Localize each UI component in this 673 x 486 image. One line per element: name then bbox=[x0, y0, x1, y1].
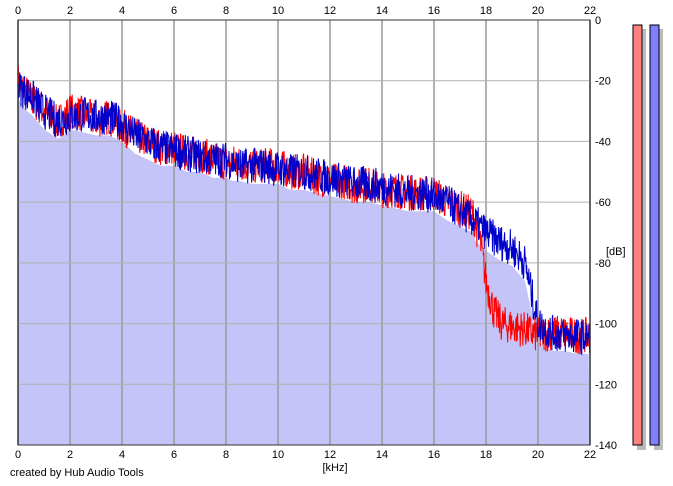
level-meters bbox=[632, 24, 663, 450]
x-ticks-top: 0 2 4 6 8 10 12 14 16 18 20 22 bbox=[15, 5, 596, 17]
y-ticks-right: 0 -20 -40 -60 -80 -100 -120 -140 bbox=[595, 15, 617, 452]
y-tick-label: -20 bbox=[595, 76, 611, 88]
y-tick-label: -60 bbox=[595, 197, 611, 209]
y-tick-label: -140 bbox=[595, 440, 617, 452]
x-tick-label-bottom: 12 bbox=[324, 449, 336, 461]
x-axis-label: [kHz] bbox=[322, 462, 347, 474]
plot-border bbox=[17, 19, 591, 446]
level-meter-left bbox=[632, 24, 643, 446]
series-line-2 bbox=[17, 72, 591, 356]
x-tick-label-top: 2 bbox=[67, 5, 73, 17]
spectrum-series bbox=[17, 65, 591, 356]
x-tick-label-bottom: 2 bbox=[67, 449, 73, 461]
x-tick-label-bottom: 20 bbox=[532, 449, 544, 461]
x-tick-label-top: 22 bbox=[584, 5, 596, 17]
y-tick-label: 0 bbox=[595, 15, 601, 27]
y-tick-label: -120 bbox=[595, 379, 617, 391]
x-tick-label-bottom: 14 bbox=[376, 449, 388, 461]
x-tick-label-top: 18 bbox=[480, 5, 492, 17]
x-tick-label-top: 16 bbox=[428, 5, 440, 17]
x-tick-label-top: 14 bbox=[376, 5, 388, 17]
y-tick-label: -80 bbox=[595, 258, 611, 270]
spectrum-fill bbox=[18, 98, 590, 464]
x-tick-label-top: 10 bbox=[272, 5, 284, 17]
x-tick-label-bottom: 10 bbox=[272, 449, 284, 461]
x-tick-label-bottom: 6 bbox=[171, 449, 177, 461]
x-tick-label-top: 12 bbox=[324, 5, 336, 17]
x-tick-label-bottom: 4 bbox=[119, 449, 125, 461]
x-tick-label-top: 0 bbox=[15, 5, 21, 17]
x-tick-label-bottom: 22 bbox=[584, 449, 596, 461]
y-tick-label: -100 bbox=[595, 319, 617, 331]
x-tick-label-top: 4 bbox=[119, 5, 125, 17]
y-tick-label: -40 bbox=[595, 136, 611, 148]
x-tick-label-bottom: 18 bbox=[480, 449, 492, 461]
x-tick-label-top: 20 bbox=[532, 5, 544, 17]
x-tick-label-top: 6 bbox=[171, 5, 177, 17]
x-tick-label-top: 8 bbox=[223, 5, 229, 17]
footer-credit: created by Hub Audio Tools bbox=[10, 467, 144, 479]
y-axis-label: [dB] bbox=[606, 246, 626, 258]
level-meter-right bbox=[649, 24, 660, 446]
spectrum-area bbox=[18, 98, 590, 464]
x-tick-label-bottom: 8 bbox=[223, 449, 229, 461]
x-tick-label-bottom: 0 bbox=[15, 449, 21, 461]
x-ticks-bottom: 0 2 4 6 8 10 12 14 16 18 20 22 bbox=[15, 449, 596, 461]
x-tick-label-bottom: 16 bbox=[428, 449, 440, 461]
